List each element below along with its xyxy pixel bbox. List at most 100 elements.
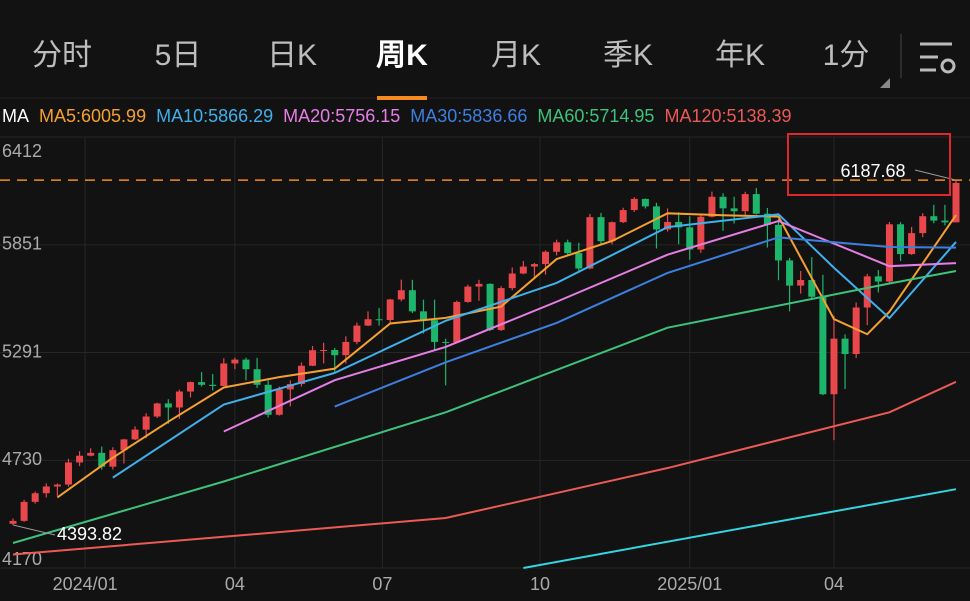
highlight-box: [787, 133, 951, 196]
candle-body: [297, 365, 305, 385]
candle-body: [741, 194, 749, 212]
candle-body: [564, 242, 572, 254]
tab[interactable]: 季K: [603, 39, 653, 72]
candle-body: [31, 493, 39, 502]
candle-body: [419, 311, 427, 321]
candle-body: [442, 341, 450, 343]
settings-icon[interactable]: [920, 42, 956, 74]
tab[interactable]: 1分: [823, 39, 870, 72]
ma-line: [223, 219, 957, 433]
candle-body: [98, 452, 106, 467]
tab[interactable]: 日K: [267, 39, 317, 72]
y-tick-label: 6412: [2, 141, 42, 161]
candle-body: [863, 276, 871, 308]
x-tick-label: 04: [824, 574, 844, 594]
candle-body: [431, 320, 439, 342]
tab[interactable]: 年K: [715, 39, 765, 72]
candle-body: [453, 301, 461, 343]
candle-body: [475, 283, 483, 287]
ma-line: [56, 212, 957, 499]
candle-body: [364, 319, 372, 326]
legend-title: MA: [2, 106, 29, 126]
candle-body: [198, 382, 206, 385]
candle-body: [664, 221, 672, 230]
tab[interactable]: 分时: [32, 39, 92, 72]
candle-body: [885, 224, 893, 282]
candle-body: [908, 233, 916, 255]
candle-body: [519, 266, 527, 274]
candle-body: [675, 221, 683, 228]
candle-body: [353, 325, 361, 342]
candle-body: [708, 196, 716, 217]
candle-body: [131, 429, 139, 440]
candle-body: [87, 452, 95, 456]
candle-body: [53, 484, 61, 487]
candle-body: [508, 273, 516, 289]
x-tick-label: 2025/01: [657, 574, 722, 594]
candle-body: [231, 359, 239, 364]
legend-entry: MA5:6005.99: [39, 106, 146, 126]
candle-body: [897, 224, 905, 255]
y-tick-label: 5851: [2, 234, 42, 254]
candle-body: [9, 520, 17, 524]
candle-body: [930, 216, 938, 221]
candle-body: [120, 439, 128, 451]
candle-body: [242, 359, 250, 370]
dropdown-indicator: [880, 78, 890, 88]
candle-body: [286, 384, 294, 390]
candle-body: [397, 290, 405, 300]
y-tick-label: 4730: [2, 449, 42, 469]
candle-body: [187, 382, 195, 392]
candle-body: [697, 216, 705, 250]
candle-body: [575, 253, 583, 269]
candle-body: [264, 384, 272, 415]
candle-body: [153, 403, 161, 417]
candle-body: [719, 196, 727, 209]
candle-body: [175, 391, 183, 408]
candle-body: [919, 216, 927, 234]
tab[interactable]: 周K: [376, 39, 428, 72]
x-tick-label: 04: [225, 574, 245, 594]
candle-body: [64, 462, 72, 485]
candle-body: [819, 296, 827, 395]
candle-body: [730, 208, 738, 212]
candle-body: [608, 222, 616, 242]
candle-body: [320, 350, 328, 352]
legend-entry: MA60:5714.95: [537, 106, 654, 126]
candle-body: [142, 416, 150, 430]
ma-legend: MA MA5:6005.99 MA10:5866.29 MA20:5756.15 MA3…: [2, 106, 792, 126]
legend-entry: MA30:5836.66: [410, 106, 527, 126]
tab[interactable]: 月K: [491, 39, 541, 72]
candle-body: [553, 242, 561, 252]
candle-body: [331, 350, 339, 356]
candle-body: [464, 286, 472, 302]
candle-body: [763, 213, 771, 225]
candle-body: [786, 260, 794, 286]
candle-body: [386, 299, 394, 321]
ma-line: [112, 213, 957, 479]
low-pointer: [12, 524, 56, 536]
candle-body: [342, 341, 350, 356]
ma-line: [12, 380, 957, 556]
candle-body: [309, 350, 317, 366]
candle-body: [486, 283, 494, 331]
candle-body: [253, 369, 261, 385]
candle-body: [841, 338, 849, 355]
ma-line: [334, 236, 957, 408]
candle-body: [808, 280, 816, 297]
candle-body: [209, 384, 217, 386]
high-label: 6187.68: [840, 161, 905, 181]
candle-body: [774, 224, 782, 261]
ma-line: [523, 488, 957, 569]
candle-body: [952, 182, 960, 223]
x-tick-label: 10: [530, 574, 550, 594]
ma-line: [12, 270, 957, 544]
candle-body: [408, 290, 416, 312]
tab[interactable]: 5日: [155, 39, 202, 72]
legend-entry: MA120:5138.39: [664, 106, 791, 126]
candle-body: [941, 220, 949, 223]
low-label: 4393.82: [57, 524, 122, 544]
candle-body: [597, 217, 605, 242]
candle-body: [874, 276, 882, 282]
